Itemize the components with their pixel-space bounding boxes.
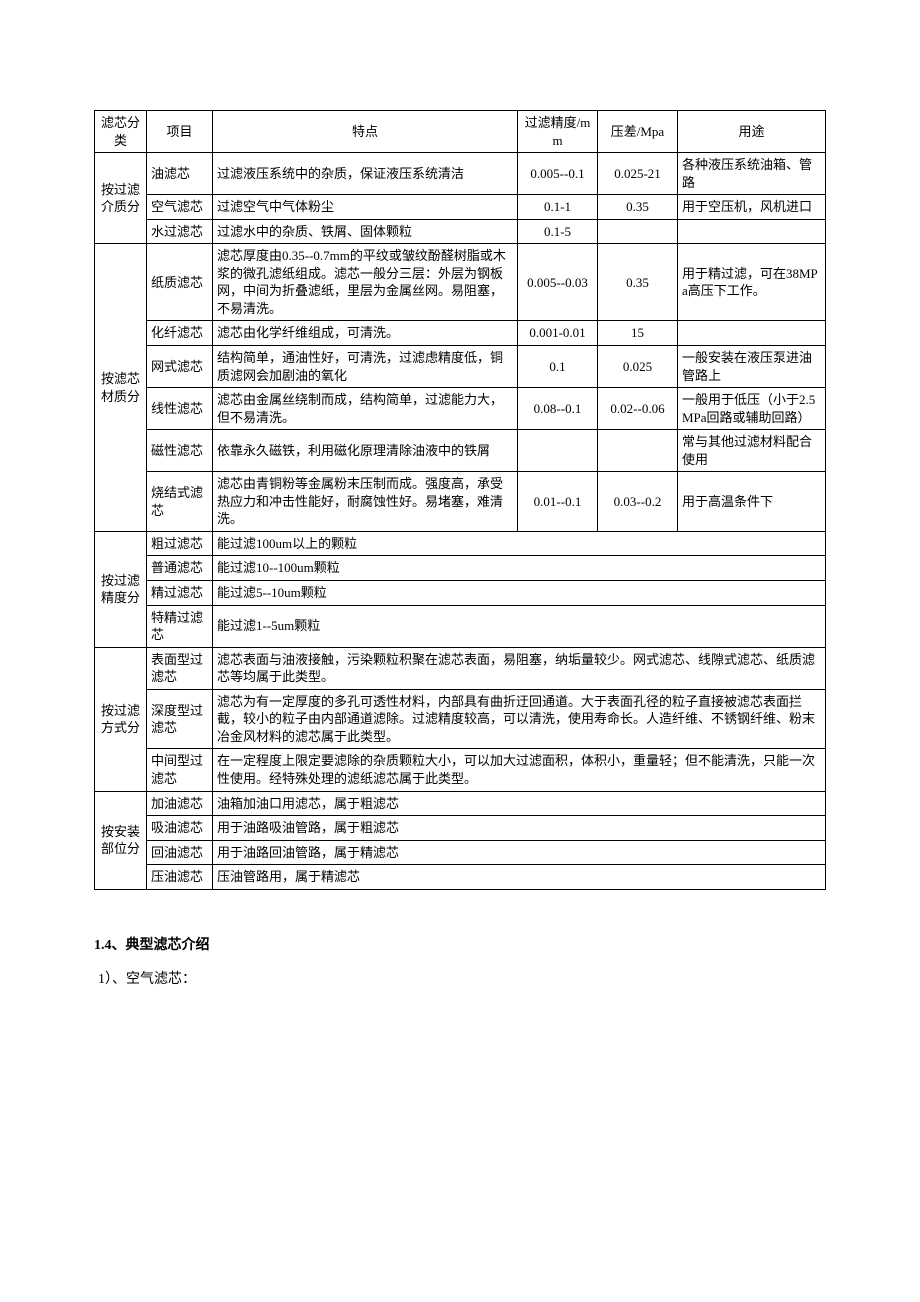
usage-cell: 用于精过滤，可在38MPa高压下工作。	[678, 244, 826, 321]
feature-cell: 用于油路吸油管路，属于粗滤芯	[213, 816, 826, 841]
item-cell: 普通滤芯	[147, 556, 213, 581]
item-cell: 线性滤芯	[147, 388, 213, 430]
item-cell: 深度型过滤芯	[147, 689, 213, 749]
usage-cell: 一般用于低压（小于2.5MPa回路或辅助回路）	[678, 388, 826, 430]
usage-cell: 一般安装在液压泵进油管路上	[678, 346, 826, 388]
col-header-usage: 用途	[678, 111, 826, 153]
item-cell: 回油滤芯	[147, 840, 213, 865]
item-cell: 精过滤芯	[147, 581, 213, 606]
feature-cell: 滤芯厚度由0.35--0.7mm的平纹或皱纹酚醛树脂或木浆的微孔滤纸组成。滤芯一…	[213, 244, 518, 321]
feature-cell: 结构简单，通油性好，可清洗，过滤虑精度低，铜质滤网会加剧油的氧化	[213, 346, 518, 388]
item-cell: 加油滤芯	[147, 791, 213, 816]
feature-cell: 在一定程度上限定要滤除的杂质颗粒大小，可以加大过滤面积，体积小，重量轻；但不能清…	[213, 749, 826, 791]
item-cell: 网式滤芯	[147, 346, 213, 388]
col-header-precision: 过滤精度/mm	[518, 111, 598, 153]
feature-cell: 用于油路回油管路，属于精滤芯	[213, 840, 826, 865]
feature-cell: 能过滤1--5um颗粒	[213, 605, 826, 647]
pressure-cell: 0.35	[598, 244, 678, 321]
item-cell: 磁性滤芯	[147, 430, 213, 472]
pressure-cell	[598, 430, 678, 472]
section-1-4-item-1: 1）、空气滤芯：	[98, 968, 826, 988]
item-cell: 表面型过滤芯	[147, 647, 213, 689]
item-cell: 纸质滤芯	[147, 244, 213, 321]
feature-cell: 滤芯由化学纤维组成，可清洗。	[213, 321, 518, 346]
category-cell: 按过滤介质分	[95, 153, 147, 244]
item-cell: 空气滤芯	[147, 195, 213, 220]
precision-cell: 0.1	[518, 346, 598, 388]
feature-cell: 油箱加油口用滤芯，属于粗滤芯	[213, 791, 826, 816]
category-cell: 按过滤方式分	[95, 647, 147, 791]
usage-cell: 各种液压系统油箱、管路	[678, 153, 826, 195]
item-cell: 粗过滤芯	[147, 531, 213, 556]
pressure-cell: 0.025	[598, 346, 678, 388]
item-cell: 特精过滤芯	[147, 605, 213, 647]
feature-cell: 过滤液压系统中的杂质，保证液压系统清洁	[213, 153, 518, 195]
pressure-cell: 0.02--0.06	[598, 388, 678, 430]
precision-cell: 0.1-1	[518, 195, 598, 220]
item-cell: 压油滤芯	[147, 865, 213, 890]
item-cell: 水过滤芯	[147, 219, 213, 244]
feature-cell: 依靠永久磁铁，利用磁化原理清除油液中的铁屑	[213, 430, 518, 472]
usage-cell	[678, 219, 826, 244]
pressure-cell: 0.35	[598, 195, 678, 220]
feature-cell: 过滤空气中气体粉尘	[213, 195, 518, 220]
item-cell: 吸油滤芯	[147, 816, 213, 841]
precision-cell	[518, 430, 598, 472]
feature-cell: 滤芯由青铜粉等金属粉末压制而成。强度高，承受热应力和冲击性能好，耐腐蚀性好。易堵…	[213, 472, 518, 532]
precision-cell: 0.005--0.03	[518, 244, 598, 321]
feature-cell: 能过滤10--100um颗粒	[213, 556, 826, 581]
col-header-feature: 特点	[213, 111, 518, 153]
feature-cell: 滤芯为有一定厚度的多孔可透性材料，内部具有曲折迂回通道。大于表面孔径的粒子直接被…	[213, 689, 826, 749]
feature-cell: 滤芯表面与油液接触，污染颗粒积聚在滤芯表面，易阻塞，纳垢量较少。网式滤芯、线隙式…	[213, 647, 826, 689]
usage-cell: 用于高温条件下	[678, 472, 826, 532]
col-header-category: 滤芯分类	[95, 111, 147, 153]
col-header-item: 项目	[147, 111, 213, 153]
section-1-4-title: 1.4、典型滤芯介绍	[94, 934, 826, 954]
item-cell: 化纤滤芯	[147, 321, 213, 346]
precision-cell: 0.005--0.1	[518, 153, 598, 195]
precision-cell: 0.001-0.01	[518, 321, 598, 346]
filter-classification-table: 滤芯分类项目特点过滤精度/mm压差/Mpa用途按过滤介质分油滤芯过滤液压系统中的…	[94, 110, 826, 890]
usage-cell: 常与其他过滤材料配合使用	[678, 430, 826, 472]
usage-cell: 用于空压机，风机进口	[678, 195, 826, 220]
precision-cell: 0.1-5	[518, 219, 598, 244]
category-cell: 按安装部位分	[95, 791, 147, 889]
feature-cell: 压油管路用，属于精滤芯	[213, 865, 826, 890]
category-cell: 按过滤精度分	[95, 531, 147, 647]
pressure-cell: 0.025-21	[598, 153, 678, 195]
col-header-pressure: 压差/Mpa	[598, 111, 678, 153]
feature-cell: 能过滤5--10um颗粒	[213, 581, 826, 606]
category-cell: 按滤芯材质分	[95, 244, 147, 532]
feature-cell: 过滤水中的杂质、铁屑、固体颗粒	[213, 219, 518, 244]
item-cell: 中间型过滤芯	[147, 749, 213, 791]
usage-cell	[678, 321, 826, 346]
pressure-cell: 0.03--0.2	[598, 472, 678, 532]
precision-cell: 0.01--0.1	[518, 472, 598, 532]
precision-cell: 0.08--0.1	[518, 388, 598, 430]
feature-cell: 滤芯由金属丝绕制而成，结构简单，过滤能力大，但不易清洗。	[213, 388, 518, 430]
item-cell: 烧结式滤芯	[147, 472, 213, 532]
item-cell: 油滤芯	[147, 153, 213, 195]
feature-cell: 能过滤100um以上的颗粒	[213, 531, 826, 556]
pressure-cell	[598, 219, 678, 244]
pressure-cell: 15	[598, 321, 678, 346]
